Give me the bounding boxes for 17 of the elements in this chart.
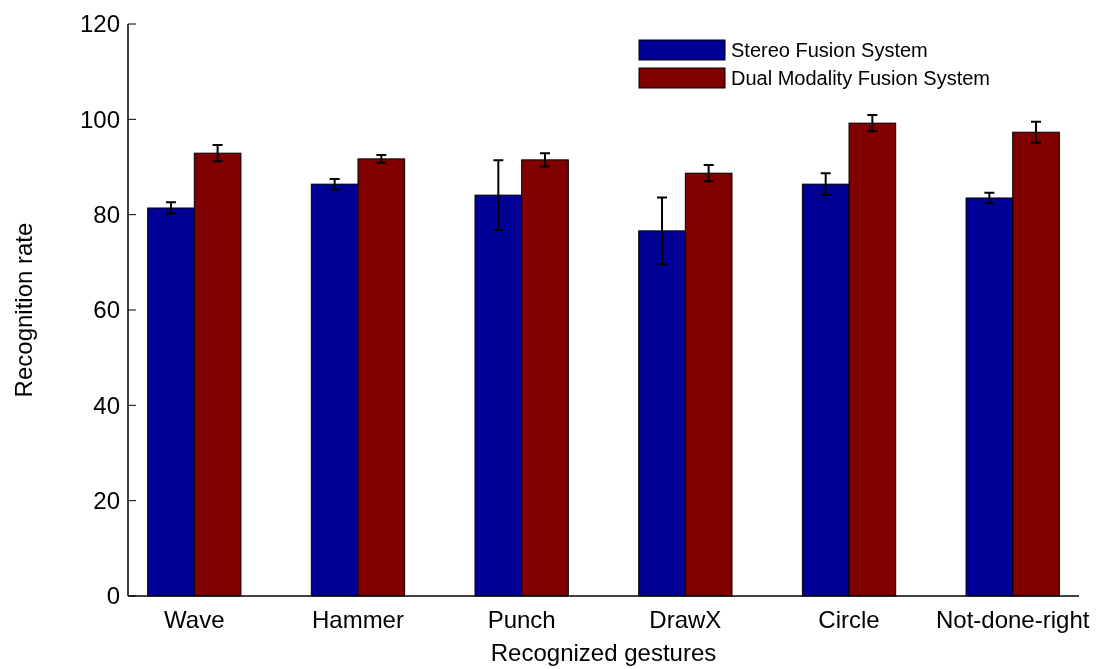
x-tick-label: Wave: [164, 606, 225, 633]
x-axis-title: Recognized gestures: [490, 639, 717, 666]
legend-label: Stereo Fusion System: [731, 39, 928, 61]
legend-label: Dual Modality Fusion System: [731, 67, 990, 89]
y-tick-label: 20: [93, 487, 120, 515]
y-axis-title: Recognition rate: [10, 222, 37, 398]
y-tick-label: 60: [93, 296, 120, 324]
y-tick-label: 100: [79, 105, 120, 133]
y-tick-label: 0: [106, 582, 120, 610]
y-tick-label: 80: [93, 201, 120, 229]
x-tick-label: Punch: [487, 606, 556, 633]
x-tick-label: DrawX: [649, 606, 722, 633]
y-tick-label: 40: [93, 391, 120, 419]
x-tick-label: Circle: [818, 606, 880, 633]
x-tick-label: Hammer: [311, 606, 404, 633]
y-tick-label: 120: [79, 10, 120, 38]
x-tick-label: Not-done-right: [936, 606, 1090, 633]
